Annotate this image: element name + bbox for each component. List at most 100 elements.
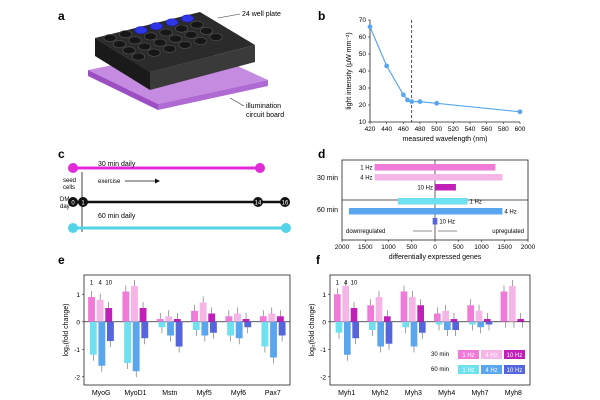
myh-genes-chart: -2 -1 0 1 log₂(fold change) Myh1 Myh2 Myh3 Myh4 M…	[309, 274, 531, 397]
deg-bar	[397, 198, 468, 205]
bar	[158, 321, 166, 328]
bar	[369, 321, 376, 330]
bar	[268, 313, 276, 322]
upregulated-note: upregulated	[492, 229, 524, 235]
bar	[165, 316, 173, 322]
bar	[234, 313, 241, 322]
legend-swatch	[481, 350, 502, 359]
x-tick-label: 540	[465, 126, 476, 133]
legend-60-label: 60 min	[431, 367, 449, 373]
group-label: 60 min	[317, 207, 338, 214]
myogenic-genes-chart: -2 -1 0 1 log₂(fold change) MyoG MyoD1 Mstn Myf5…	[63, 274, 291, 397]
y-tick-label: 30	[359, 85, 367, 92]
legend-swatch	[481, 365, 502, 374]
panel-f: f -2 -1 0 1 log₂(fold change) Myh1 Myh2 Myh3 Myh…	[309, 253, 531, 397]
day-marker	[253, 197, 263, 207]
bar	[235, 321, 243, 339]
well	[150, 22, 164, 31]
bar	[270, 321, 277, 358]
panel-a: a 24 well plate illumination circuit boa…	[58, 9, 284, 119]
bar	[107, 321, 114, 341]
bar	[132, 321, 140, 372]
frequency-label: 1	[336, 281, 340, 287]
frequency-label: 10	[351, 281, 358, 287]
category-label: Myh3	[405, 390, 422, 397]
x-axis-label: differentially expressed genes	[389, 254, 482, 261]
day-marker-label: 0	[71, 201, 75, 207]
bar	[208, 313, 216, 322]
bar	[409, 297, 416, 322]
x-tick-label: 0	[433, 244, 437, 251]
bar	[477, 321, 484, 328]
bar	[141, 321, 149, 339]
bar	[385, 321, 393, 344]
bar-label: 10 Hz	[417, 186, 433, 192]
x-tick-label: 1500	[358, 244, 373, 251]
daily-30-label: 30 min daily	[98, 161, 136, 168]
y-tick-label: 60	[359, 34, 367, 41]
well	[178, 41, 192, 49]
deg-bar	[348, 208, 503, 215]
series-line	[369, 26, 521, 113]
well	[119, 30, 133, 38]
day-marker	[78, 197, 88, 207]
y-axis-label: log₂(fold change)	[309, 304, 316, 357]
deg-bar	[432, 218, 438, 225]
data-point	[417, 99, 423, 104]
day-markers: 0 1 14 16	[68, 197, 290, 207]
bar	[89, 321, 97, 355]
x-tick-label: 460	[398, 126, 409, 133]
bar	[124, 321, 132, 363]
x-tick-label: 560	[481, 126, 492, 133]
y-tick-label: -2	[320, 374, 326, 381]
bar	[199, 302, 207, 322]
y-tick-label: -2	[74, 374, 80, 381]
x-tick-label: 440	[381, 126, 392, 133]
data-point	[517, 109, 523, 115]
bar	[375, 297, 383, 322]
bar	[96, 299, 104, 322]
x-tick-label: 2000	[521, 244, 536, 251]
well	[159, 28, 173, 37]
plot-frame	[329, 274, 531, 386]
bar	[419, 321, 426, 333]
bar	[484, 319, 491, 322]
bar	[278, 321, 286, 336]
category-label: MyoG	[92, 390, 111, 397]
category-label: Myh4	[438, 390, 455, 397]
panel-a-label: a	[58, 9, 65, 23]
bar-label: 1 Hz	[360, 166, 372, 172]
bar	[435, 321, 443, 325]
bar	[500, 291, 508, 322]
downregulated-note: downregulated	[346, 229, 385, 235]
y-axis-label: log₂(fold change)	[63, 304, 70, 357]
panel-c-label: c	[58, 147, 65, 161]
deg-bar	[374, 164, 496, 171]
data-point	[405, 97, 410, 103]
bar	[410, 321, 418, 347]
bar	[334, 294, 341, 322]
well	[209, 33, 223, 41]
well	[138, 42, 152, 51]
well	[122, 46, 136, 55]
legend-text: 10 Hz	[507, 353, 523, 359]
legend-swatch	[504, 365, 525, 374]
x-tick-label: 420	[365, 126, 376, 133]
y-tick-label: 0	[76, 319, 80, 326]
x-tick-label: 500	[431, 126, 442, 133]
well	[181, 14, 195, 23]
bar	[201, 321, 209, 336]
well	[147, 48, 161, 57]
day-marker	[68, 197, 78, 207]
bar-label: 4 Hz	[504, 210, 516, 216]
bar	[434, 313, 441, 322]
x-axis-label: measured wavelength (nm)	[403, 136, 488, 143]
frequency-label: 10	[105, 281, 112, 287]
panel-f-label: f	[316, 253, 321, 267]
y-tick-label: -1	[320, 347, 326, 354]
legend-swatch	[458, 350, 479, 359]
category-label: Myh8	[505, 390, 522, 397]
frequency-label: 4	[98, 281, 102, 287]
frequency-label: 4	[344, 281, 348, 287]
